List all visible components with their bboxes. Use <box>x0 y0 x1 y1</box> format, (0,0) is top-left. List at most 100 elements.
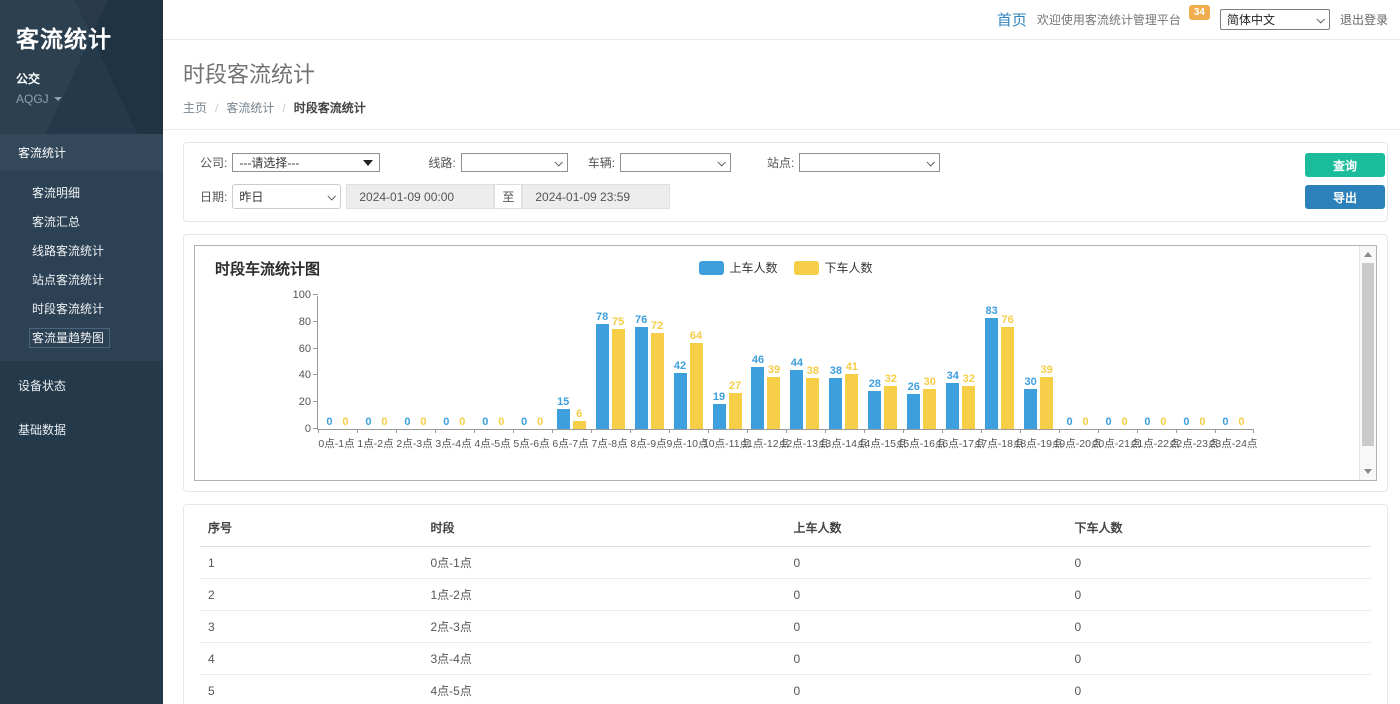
date-from-input[interactable]: 2024-01-09 00:00 <box>346 184 494 209</box>
bar-column: 76 <box>1001 295 1014 429</box>
bar[interactable] <box>907 394 920 429</box>
sidebar-item-base-data[interactable]: 基础数据 <box>0 410 163 449</box>
bar[interactable] <box>557 409 570 429</box>
vehicle-select[interactable] <box>620 153 731 172</box>
sidebar-item-device-status[interactable]: 设备状态 <box>0 366 163 405</box>
bar-column: 0 <box>1063 295 1076 429</box>
table-row[interactable]: 21点-2点00 <box>200 579 1371 611</box>
x-axis-label: 17点-18点 <box>980 436 1019 451</box>
legend-item-alighting[interactable]: 下车人数 <box>794 259 873 276</box>
sidebar-item-passenger-stats[interactable]: 客流统计 <box>0 134 163 171</box>
bar-group: 2630 <box>902 295 941 429</box>
date-preset-select[interactable]: 昨日 <box>232 184 341 209</box>
bar[interactable] <box>635 327 648 429</box>
bar[interactable] <box>1040 377 1053 429</box>
bar-column: 32 <box>884 295 897 429</box>
table-row[interactable]: 10点-1点00 <box>200 547 1371 579</box>
company-select[interactable]: ---请选择--- <box>232 153 380 172</box>
bar[interactable] <box>573 421 586 429</box>
y-tick-mark <box>313 348 318 349</box>
x-axis-label: 16点-17点 <box>941 436 980 451</box>
bar[interactable] <box>962 386 975 429</box>
notification-badge[interactable]: 34 <box>1189 5 1210 20</box>
bar[interactable] <box>751 367 764 429</box>
bar[interactable] <box>868 391 881 429</box>
home-link[interactable]: 首页 <box>997 9 1027 30</box>
bar[interactable] <box>845 374 858 429</box>
bar[interactable] <box>1024 389 1037 429</box>
table-cell: 0 <box>1067 675 1371 704</box>
x-tick-mark <box>435 429 436 433</box>
station-select[interactable] <box>799 153 940 172</box>
sidebar-item-trend-chart[interactable]: 客流量趋势图 <box>0 323 163 352</box>
x-tick-mark <box>1215 429 1216 433</box>
bar-value-label: 30 <box>1025 376 1037 388</box>
bar-column: 38 <box>806 295 819 429</box>
sidebar-item-station-stats[interactable]: 站点客流统计 <box>0 265 163 294</box>
x-axis-label: 23点-24点 <box>1214 436 1253 451</box>
bar-value-label: 64 <box>690 330 702 342</box>
bar-group: 00 <box>513 295 552 429</box>
y-tick-mark <box>313 401 318 402</box>
bar[interactable] <box>612 329 625 430</box>
bar-column: 0 <box>1157 295 1170 429</box>
table-header-row: 序号 时段 上车人数 下车人数 <box>200 507 1371 547</box>
bar[interactable] <box>674 373 687 429</box>
bar[interactable] <box>806 378 819 429</box>
table-row[interactable]: 43点-4点00 <box>200 643 1371 675</box>
scroll-down-icon[interactable] <box>1360 464 1376 479</box>
bar-value-label: 0 <box>365 416 371 428</box>
bar[interactable] <box>729 393 742 429</box>
x-tick-mark <box>747 429 748 433</box>
bar-column: 0 <box>518 295 531 429</box>
search-button[interactable]: 查询 <box>1305 153 1385 177</box>
bar[interactable] <box>713 404 726 429</box>
bar[interactable] <box>651 333 664 429</box>
breadcrumb-home[interactable]: 主页 <box>183 99 207 116</box>
export-button[interactable]: 导出 <box>1305 185 1385 209</box>
bar[interactable] <box>790 370 803 429</box>
line-label: 线路: <box>428 154 455 171</box>
sidebar-item-period-stats[interactable]: 时段客流统计 <box>0 294 163 323</box>
bar-column: 83 <box>985 295 998 429</box>
bar[interactable] <box>923 389 936 429</box>
bar-column: 0 <box>1180 295 1193 429</box>
user-dropdown[interactable]: AQGJ <box>16 92 147 106</box>
column-header-alighting: 下车人数 <box>1067 507 1371 547</box>
language-select[interactable]: 简体中文 <box>1220 9 1330 30</box>
scrollbar-thumb[interactable] <box>1362 263 1374 446</box>
x-axis-label: 22点-23点 <box>1175 436 1214 451</box>
bar-value-label: 0 <box>1160 416 1166 428</box>
x-tick-mark <box>357 429 358 433</box>
period-stats-table: 序号 时段 上车人数 下车人数 10点-1点0021点-2点0032点-3点00… <box>200 507 1371 704</box>
sidebar-item-line-stats[interactable]: 线路客流统计 <box>0 236 163 265</box>
bar-column: 0 <box>339 295 352 429</box>
vertical-scrollbar[interactable] <box>1359 246 1376 480</box>
bar[interactable] <box>596 324 609 429</box>
breadcrumb: 主页 / 客流统计 / 时段客流统计 <box>183 99 1380 116</box>
bar[interactable] <box>767 377 780 429</box>
sidebar-item-passenger-summary[interactable]: 客流汇总 <box>0 207 163 236</box>
bar[interactable] <box>690 343 703 429</box>
company-label: 公司: <box>200 154 227 171</box>
bar[interactable] <box>884 386 897 429</box>
company-select-value: ---请选择--- <box>239 154 299 171</box>
bar[interactable] <box>985 318 998 429</box>
scroll-up-icon[interactable] <box>1360 247 1376 262</box>
breadcrumb-separator: / <box>282 101 285 115</box>
date-to-input[interactable]: 2024-01-09 23:59 <box>522 184 670 209</box>
bar-group: 00 <box>1214 295 1253 429</box>
bar[interactable] <box>946 383 959 429</box>
sidebar-item-passenger-detail[interactable]: 客流明细 <box>0 178 163 207</box>
table-row[interactable]: 32点-3点00 <box>200 611 1371 643</box>
y-tick-label: 100 <box>281 289 311 301</box>
line-select[interactable] <box>461 153 568 172</box>
legend-item-boarding[interactable]: 上车人数 <box>698 259 777 276</box>
legend-label: 上车人数 <box>729 259 777 276</box>
table-row[interactable]: 54点-5点00 <box>200 675 1371 704</box>
bar[interactable] <box>1001 327 1014 429</box>
bar[interactable] <box>829 378 842 429</box>
breadcrumb-passenger-stats[interactable]: 客流统计 <box>226 99 274 116</box>
bar-column: 38 <box>829 295 842 429</box>
logout-link[interactable]: 退出登录 <box>1340 11 1388 28</box>
